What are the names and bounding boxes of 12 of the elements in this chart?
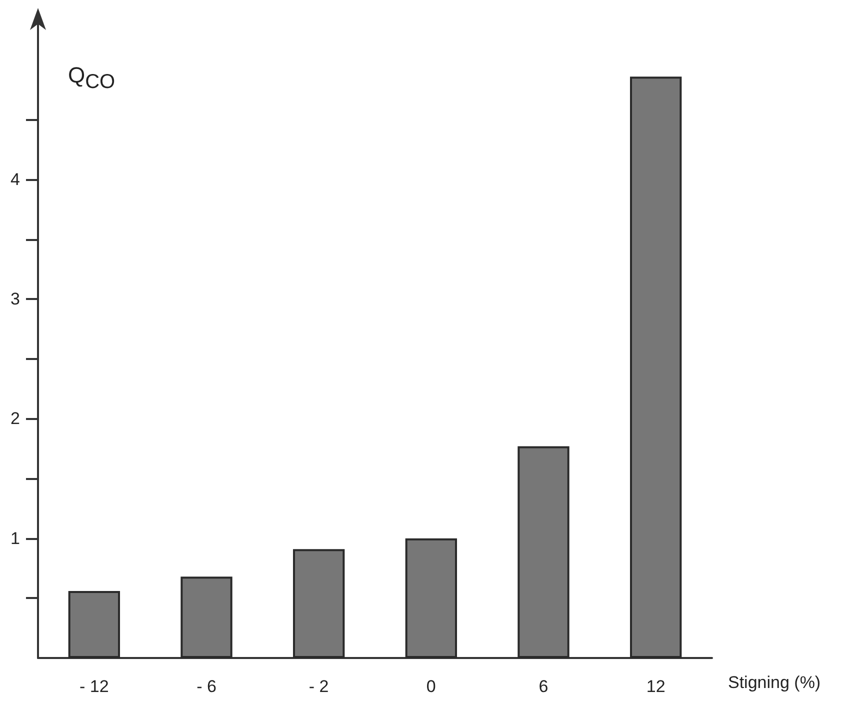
y-tick-label: 1: [10, 528, 20, 548]
x-tick-label: - 12: [80, 677, 109, 696]
x-tick-label: 12: [646, 677, 666, 696]
x-tick-label: - 6: [196, 677, 216, 696]
y-tick-label: 4: [10, 170, 20, 189]
x-tick-label: 6: [538, 677, 548, 696]
y-tick-label: 2: [10, 409, 20, 428]
y-tick-label: 3: [10, 290, 20, 309]
x-tick-label: 0: [426, 677, 436, 696]
y-axis-title: QCO: [68, 62, 116, 93]
x-tick-label: - 2: [308, 677, 329, 696]
x-axis-title: Stigning (%): [728, 673, 821, 692]
